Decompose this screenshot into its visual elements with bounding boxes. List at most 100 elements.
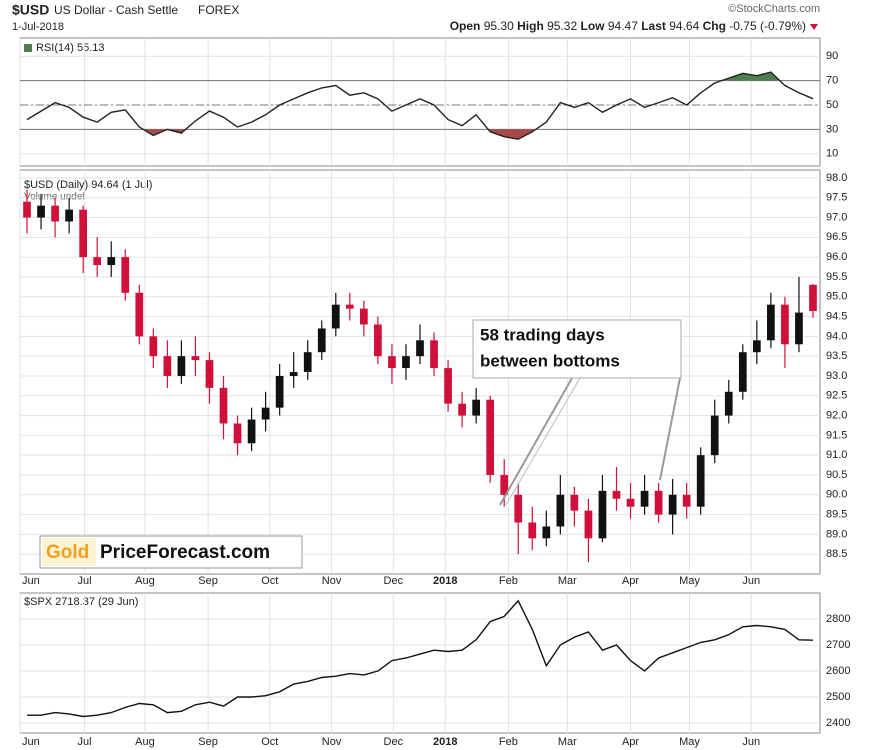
x-tick-label: Aug xyxy=(135,575,155,587)
x-tick-label: Jun xyxy=(22,575,40,587)
candle-body xyxy=(500,474,509,495)
candle-body xyxy=(149,336,158,357)
candle-body xyxy=(205,360,214,388)
candle-body xyxy=(444,368,452,404)
candle-body xyxy=(289,372,298,376)
candle-body xyxy=(177,356,186,376)
candle-body xyxy=(654,490,663,515)
quote: Open 95.30 High 95.32 Low 94.47 Last 94.… xyxy=(450,19,806,33)
candle-body xyxy=(388,356,396,369)
y-tick-label: 88.5 xyxy=(826,548,847,560)
x-tick-label: 2018 xyxy=(433,575,457,587)
x-tick-label: Jun xyxy=(22,736,40,748)
y-tick-label: 2800 xyxy=(826,613,850,625)
x-tick-label: Jun xyxy=(742,575,760,587)
last: 94.64 xyxy=(669,19,699,33)
instrument-name: US Dollar - Cash Settle xyxy=(54,3,178,17)
candle-body xyxy=(514,494,523,523)
y-tick-label: 96.5 xyxy=(826,231,847,243)
y-tick-label: 2400 xyxy=(826,717,850,729)
candle-body xyxy=(458,403,466,416)
x-tick-label: Oct xyxy=(261,736,278,748)
annotation-arrow xyxy=(505,377,581,506)
y-tick-label: 90.5 xyxy=(826,469,847,481)
candle-body xyxy=(542,526,551,539)
candle-body xyxy=(317,328,326,353)
candle-body xyxy=(598,490,607,539)
open: 95.30 xyxy=(484,19,514,33)
price-subtitle: Volume undef xyxy=(24,192,85,203)
y-tick-label: 2500 xyxy=(826,691,850,703)
x-tick-label: Sep xyxy=(198,736,218,748)
candle-body xyxy=(738,352,747,392)
candle-body xyxy=(570,494,579,511)
y-tick-label: 2700 xyxy=(826,639,850,651)
y-tick-label: 91.0 xyxy=(826,449,847,461)
y-tick-label: 97.0 xyxy=(826,211,847,223)
low: 94.47 xyxy=(608,19,638,33)
low-label: Low xyxy=(581,19,606,33)
price-title: $USD (Daily) 94.64 (1 Jul) xyxy=(24,179,152,191)
x-tick-label: Jul xyxy=(78,575,92,587)
candle-body xyxy=(584,510,593,539)
x-tick-label: Aug xyxy=(135,736,155,748)
candle-body xyxy=(374,324,382,357)
candle-body xyxy=(233,423,242,444)
candle-body xyxy=(752,340,761,353)
candle-body xyxy=(79,209,88,258)
candle-body xyxy=(331,304,340,329)
y-tick-label: 90 xyxy=(826,50,838,62)
x-tick-label: Jul xyxy=(78,736,92,748)
candle-body xyxy=(416,340,424,357)
y-tick-label: 91.5 xyxy=(826,429,847,441)
candle-body xyxy=(486,399,495,475)
candle-body xyxy=(767,304,775,341)
rsi-title: RSI(14) 55.13 xyxy=(36,42,104,54)
x-tick-label: Feb xyxy=(499,575,518,587)
candle-body xyxy=(472,399,480,416)
candle-body xyxy=(121,257,130,293)
y-tick-label: 2600 xyxy=(826,665,850,677)
source: ©StockCharts.com xyxy=(728,3,820,15)
candle-body xyxy=(556,494,565,527)
x-tick-label: Apr xyxy=(622,736,639,748)
x-tick-label: Feb xyxy=(499,736,518,748)
candle-body xyxy=(668,494,677,515)
y-tick-label: 89.5 xyxy=(826,508,847,520)
watermark: Gold PriceForecast.com xyxy=(39,535,303,569)
y-tick-label: 10 xyxy=(826,148,838,160)
x-tick-label: Apr xyxy=(622,575,639,587)
line xyxy=(26,71,814,140)
y-tick-label: 95.0 xyxy=(826,291,847,303)
y-tick-label: 93.0 xyxy=(826,370,847,382)
candle-body xyxy=(724,391,733,416)
spx-title: $SPX 2718.37 (29 Jun) xyxy=(24,596,138,608)
rsi-icon xyxy=(24,44,32,52)
annotation-box xyxy=(472,319,682,379)
watermark-gold: Gold xyxy=(46,542,89,563)
candle-body xyxy=(65,209,73,222)
spx-panel xyxy=(19,592,821,734)
candle-body xyxy=(626,498,635,507)
y-tick-label: 98.0 xyxy=(826,172,847,184)
x-tick-label: Nov xyxy=(322,575,342,587)
chg: -0.75 (-0.79%) xyxy=(729,19,806,33)
y-tick-label: 94.5 xyxy=(826,310,847,322)
candle-body xyxy=(612,490,621,499)
y-tick-label: 96.0 xyxy=(826,251,847,263)
y-tick-label: 95.5 xyxy=(826,271,847,283)
annotation-text: 58 trading days xyxy=(480,325,605,344)
candle-body xyxy=(696,455,705,507)
candle-body xyxy=(107,257,116,266)
x-tick-label: Nov xyxy=(322,736,342,748)
candle-body xyxy=(303,352,312,372)
candle-body xyxy=(528,522,537,539)
candle-body xyxy=(795,312,803,345)
y-tick-label: 92.0 xyxy=(826,409,847,421)
watermark-site: PriceForecast.com xyxy=(100,542,270,563)
candle-body xyxy=(710,415,719,456)
x-tick-label: Mar xyxy=(558,575,577,587)
price-panel xyxy=(19,169,821,575)
